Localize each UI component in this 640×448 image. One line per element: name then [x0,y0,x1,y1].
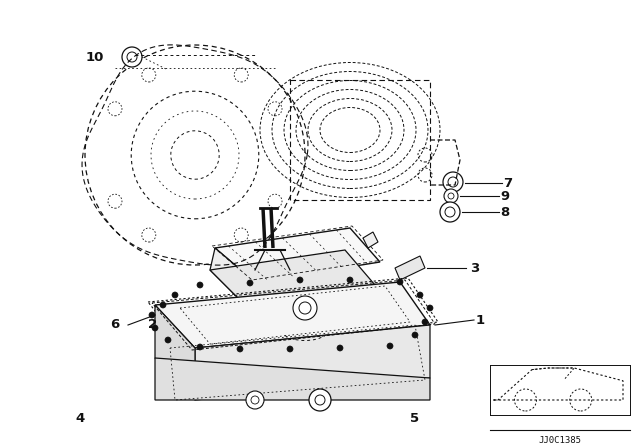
Circle shape [412,332,418,338]
Polygon shape [195,325,430,400]
Circle shape [347,277,353,283]
Circle shape [337,345,343,351]
Polygon shape [395,256,425,280]
Circle shape [397,279,403,285]
Polygon shape [215,228,380,282]
Text: 4: 4 [76,412,84,425]
Polygon shape [363,232,378,248]
Circle shape [444,189,458,203]
Circle shape [417,292,423,298]
Circle shape [152,325,158,331]
Circle shape [197,282,203,288]
Text: 2: 2 [148,319,157,332]
Circle shape [165,337,171,343]
Text: 6: 6 [110,319,120,332]
Circle shape [422,319,428,325]
Text: 1: 1 [476,314,484,327]
Circle shape [160,302,166,308]
Circle shape [427,305,433,311]
Text: 5: 5 [410,412,420,425]
Polygon shape [155,282,430,348]
Polygon shape [155,358,430,400]
Text: 10: 10 [86,51,104,64]
Circle shape [122,47,142,67]
Text: 9: 9 [500,190,509,202]
Polygon shape [155,305,195,400]
Circle shape [237,346,243,352]
Circle shape [197,344,203,350]
Circle shape [443,172,463,192]
Text: JJ0C1385: JJ0C1385 [538,435,582,444]
Circle shape [246,391,264,409]
Circle shape [247,280,253,286]
Circle shape [149,312,155,318]
Circle shape [387,343,393,349]
Circle shape [309,389,331,411]
Text: 7: 7 [504,177,513,190]
Polygon shape [210,248,255,308]
Polygon shape [210,250,375,308]
Circle shape [172,292,178,298]
Text: 3: 3 [470,262,479,275]
Text: 8: 8 [500,206,509,219]
Circle shape [297,277,303,283]
Circle shape [287,346,293,352]
Circle shape [293,296,317,320]
Circle shape [440,202,460,222]
